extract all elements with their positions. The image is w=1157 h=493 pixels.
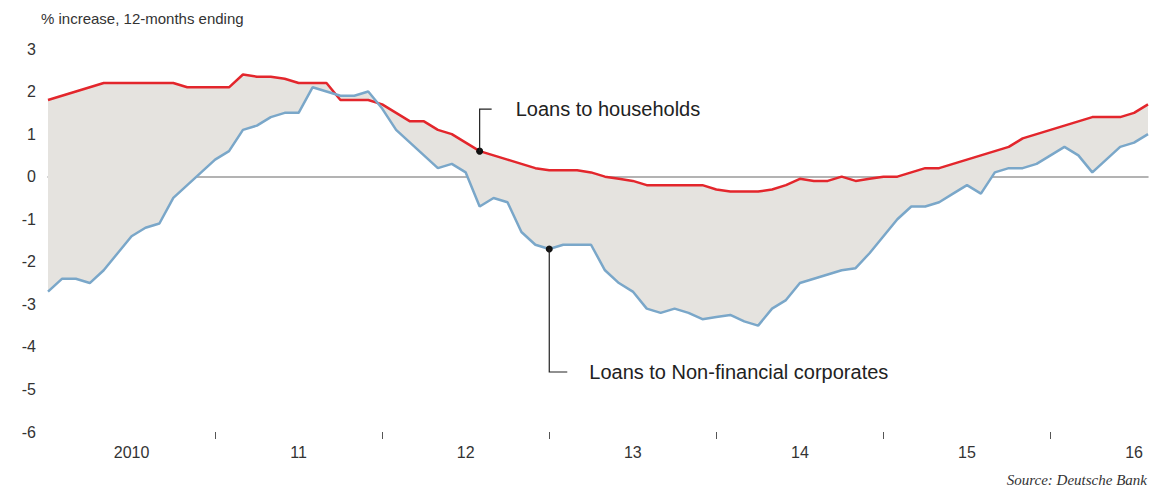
svg-text:1: 1 — [27, 126, 36, 143]
svg-text:-6: -6 — [22, 424, 36, 441]
svg-text:-1: -1 — [22, 211, 36, 228]
svg-text:12: 12 — [457, 444, 475, 461]
svg-text:Loans to Non-financial corpora: Loans to Non-financial corporates — [589, 361, 888, 383]
svg-text:-4: -4 — [22, 338, 36, 355]
svg-text:16: 16 — [1125, 444, 1143, 461]
svg-text:15: 15 — [958, 444, 976, 461]
svg-text:14: 14 — [791, 444, 809, 461]
svg-text:% increase, 12-months ending: % increase, 12-months ending — [41, 10, 244, 27]
svg-text:-2: -2 — [22, 253, 36, 270]
svg-text:-3: -3 — [22, 296, 36, 313]
svg-text:2010: 2010 — [114, 444, 150, 461]
svg-text:0: 0 — [27, 168, 36, 185]
svg-text:2: 2 — [27, 83, 36, 100]
svg-text:Source: Deutsche Bank: Source: Deutsche Bank — [1007, 472, 1148, 488]
svg-text:3: 3 — [27, 41, 36, 58]
svg-text:13: 13 — [624, 444, 642, 461]
svg-text:Loans to households: Loans to households — [516, 98, 701, 120]
svg-text:-5: -5 — [22, 381, 36, 398]
svg-text:11: 11 — [290, 444, 307, 461]
